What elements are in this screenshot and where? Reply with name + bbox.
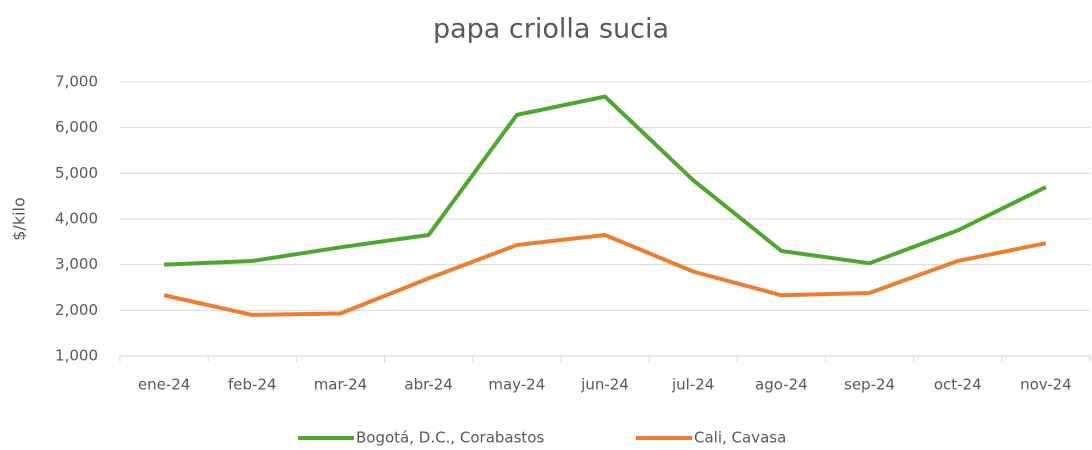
x-tick-label: mar-24 [314,376,368,394]
x-tick-label: ene-24 [138,376,190,394]
series-line [164,94,1047,267]
legend-label: Cali, Cavasa [694,429,786,447]
legend-label: Bogotá, D.C., Corabastos [356,429,544,447]
y-tick-label: 3,000 [55,255,98,273]
x-tick-label: ago-24 [755,376,808,394]
x-tick-label: abr-24 [404,376,452,394]
y-tick-label: 2,000 [55,301,98,319]
y-tick-label: 6,000 [55,118,98,136]
y-tick-label: 1,000 [55,347,98,365]
x-tick-label: may-24 [488,376,545,394]
chart-title: papa criolla sucia [433,14,669,45]
x-tick-label: feb-24 [228,376,277,394]
x-tick-label: sep-24 [844,376,895,394]
x-tick-label: nov-24 [1020,376,1072,394]
x-tick-label: jul-24 [671,376,714,394]
y-tick-label: 7,000 [55,73,98,91]
y-tick-label: 4,000 [55,210,98,228]
series-line [163,232,1047,317]
x-tick-label: oct-24 [934,376,982,394]
y-tick-label: 5,000 [55,164,98,182]
y-axis-label: $/kilo [10,197,29,241]
x-tick-label: jun-24 [580,376,629,394]
